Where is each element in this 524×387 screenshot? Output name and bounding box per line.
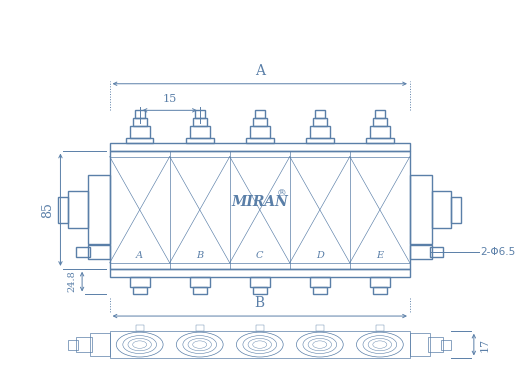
Text: E: E: [376, 251, 384, 260]
Bar: [126, 138, 154, 143]
Bar: [370, 126, 390, 138]
Bar: [250, 277, 270, 286]
Bar: [375, 110, 385, 118]
Bar: [130, 126, 149, 138]
Bar: [313, 286, 326, 295]
Bar: [451, 197, 461, 223]
Bar: [136, 325, 144, 331]
Bar: [373, 118, 387, 126]
Text: 24.8: 24.8: [67, 271, 76, 293]
Bar: [373, 286, 387, 295]
Bar: [133, 286, 147, 295]
Text: A: A: [255, 64, 265, 78]
Text: A: A: [136, 251, 143, 260]
Bar: [410, 245, 432, 259]
Bar: [186, 138, 213, 143]
Bar: [306, 138, 334, 143]
Bar: [76, 337, 92, 353]
Bar: [196, 325, 204, 331]
Bar: [430, 247, 443, 257]
Bar: [441, 340, 451, 349]
Bar: [110, 143, 410, 151]
Bar: [370, 277, 390, 286]
Text: D: D: [316, 251, 324, 260]
Bar: [68, 340, 78, 349]
Text: C: C: [256, 251, 264, 260]
Bar: [253, 118, 267, 126]
Bar: [193, 118, 206, 126]
Bar: [88, 245, 110, 259]
Text: 85: 85: [41, 202, 54, 217]
Bar: [256, 325, 264, 331]
Bar: [315, 110, 325, 118]
Bar: [250, 126, 270, 138]
Bar: [428, 337, 443, 353]
Bar: [68, 191, 88, 228]
Bar: [246, 138, 274, 143]
Bar: [193, 286, 206, 295]
Text: 2-Φ6.5: 2-Φ6.5: [481, 247, 516, 257]
Bar: [90, 333, 110, 356]
Text: B: B: [196, 251, 203, 260]
Bar: [110, 269, 410, 277]
Bar: [410, 175, 432, 244]
Bar: [253, 286, 267, 295]
Bar: [410, 333, 430, 356]
Bar: [110, 263, 410, 269]
Bar: [190, 277, 210, 286]
Bar: [135, 110, 145, 118]
Bar: [366, 138, 394, 143]
Bar: [59, 197, 68, 223]
Bar: [195, 110, 205, 118]
Bar: [110, 331, 410, 358]
Bar: [316, 325, 324, 331]
Bar: [376, 325, 384, 331]
Bar: [130, 277, 149, 286]
Text: ®: ®: [277, 190, 286, 199]
Bar: [110, 151, 410, 269]
Bar: [313, 118, 326, 126]
Text: MIRAN: MIRAN: [232, 195, 288, 209]
Bar: [133, 118, 147, 126]
Bar: [310, 126, 330, 138]
Text: B: B: [255, 296, 265, 310]
Bar: [255, 110, 265, 118]
Bar: [110, 151, 410, 157]
Bar: [76, 247, 90, 257]
Bar: [190, 126, 210, 138]
Bar: [88, 175, 110, 244]
Bar: [310, 277, 330, 286]
Text: 17: 17: [480, 337, 490, 352]
Text: 15: 15: [162, 94, 177, 104]
Bar: [432, 191, 451, 228]
